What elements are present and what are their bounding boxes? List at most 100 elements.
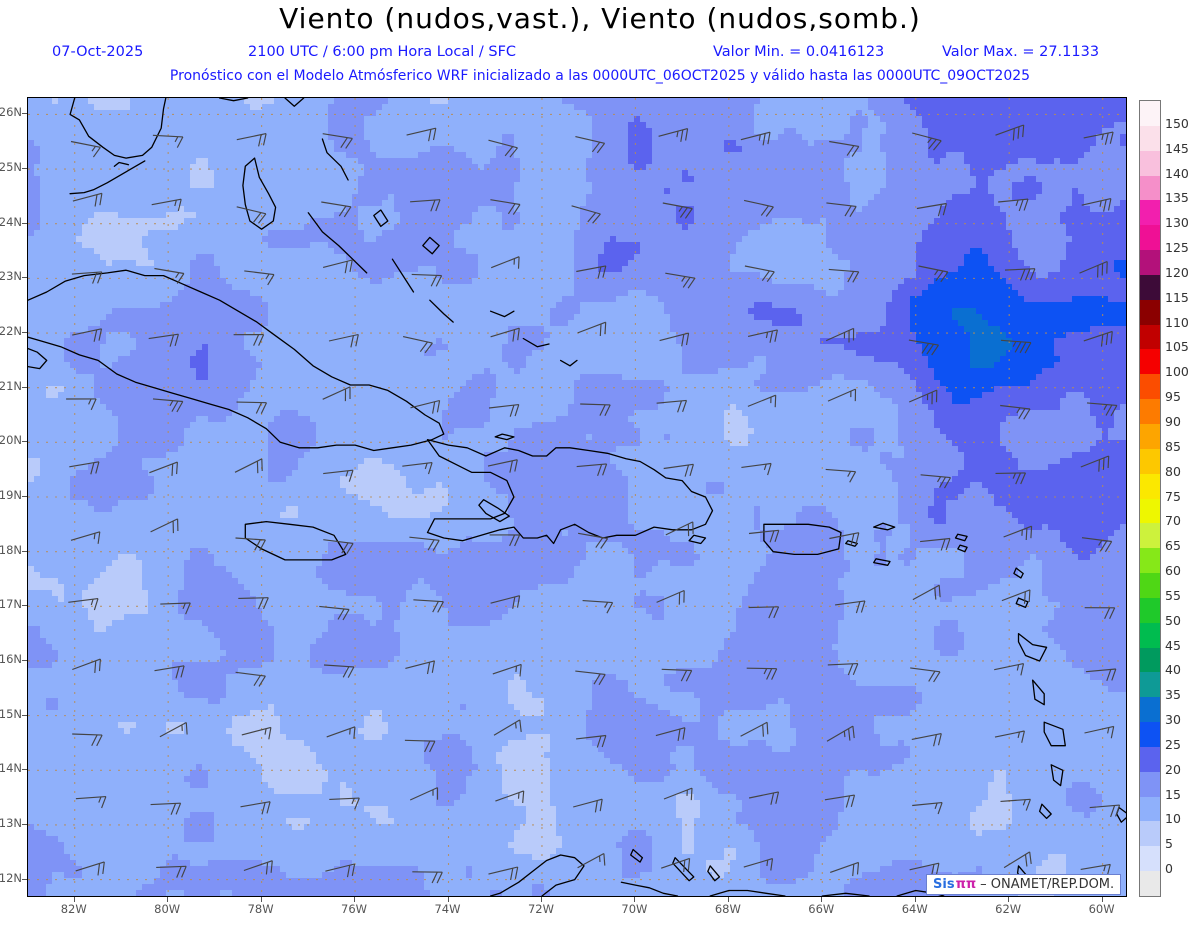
shaded-cell <box>850 674 1091 681</box>
shaded-cell <box>586 158 629 165</box>
shaded-cell <box>844 134 863 141</box>
shaded-cell <box>988 584 1043 591</box>
shaded-cell <box>232 284 575 291</box>
shaded-cell <box>838 818 971 825</box>
shaded-cell <box>670 536 761 543</box>
wind-barb <box>488 139 518 158</box>
shaded-cell <box>592 680 629 687</box>
shaded-cell <box>376 152 419 159</box>
colorbar-tick-label: 130 <box>1165 215 1189 231</box>
wind-barb <box>488 866 519 881</box>
shaded-cell <box>520 218 581 225</box>
coastline <box>522 337 550 348</box>
shaded-cell <box>208 782 269 789</box>
shaded-cell <box>670 326 881 333</box>
shaded-cell <box>598 254 635 261</box>
shaded-cell <box>1036 194 1073 201</box>
shaded-cell <box>928 152 947 159</box>
shaded-cell <box>1006 446 1091 453</box>
coastline <box>620 881 679 896</box>
shaded-cell <box>28 218 41 225</box>
shaded-cell <box>592 134 629 141</box>
shaded-cell <box>1084 392 1126 399</box>
shaded-cell <box>946 512 1013 519</box>
coastline <box>709 889 786 896</box>
shaded-cell <box>628 770 671 777</box>
shaded-cell <box>382 710 521 717</box>
shaded-cell <box>682 350 857 357</box>
shaded-cell <box>880 452 893 459</box>
colorbar-tick-label: 25 <box>1165 736 1181 752</box>
wind-barb <box>236 206 267 224</box>
shaded-cell <box>466 740 509 747</box>
shaded-cell <box>28 596 59 603</box>
shaded-cell <box>664 596 743 603</box>
shaded-cell <box>766 542 845 549</box>
shaded-cell <box>382 278 443 285</box>
shaded-cell <box>100 572 143 579</box>
shaded-cell <box>268 302 557 309</box>
shaded-cell <box>130 98 245 105</box>
shaded-cell <box>922 116 1126 123</box>
wind-barb <box>826 202 857 218</box>
colorbar[interactable] <box>1139 100 1161 897</box>
shaded-cell <box>964 326 1001 333</box>
shaded-cell <box>844 158 887 165</box>
shaded-cell <box>886 554 899 561</box>
shaded-cell <box>316 428 443 435</box>
shaded-cell <box>442 596 521 603</box>
shaded-cell <box>718 728 797 735</box>
forecast-date: 07-Oct-2025 <box>52 44 144 60</box>
shaded-cell <box>604 752 671 759</box>
shaded-cell <box>268 434 317 441</box>
shaded-cell <box>286 818 311 825</box>
shaded-cell <box>892 764 1126 771</box>
shaded-cell <box>328 542 425 549</box>
shaded-cell <box>340 476 407 483</box>
shaded-cell <box>1018 566 1043 573</box>
shaded-cell <box>412 584 431 591</box>
latitude-tick <box>22 605 27 607</box>
shaded-cell <box>208 356 257 363</box>
latitude-tick <box>22 332 27 334</box>
shaded-cell <box>586 170 683 177</box>
shaded-cell <box>1060 602 1126 609</box>
shaded-cell <box>838 584 935 591</box>
shaded-cell <box>28 488 71 495</box>
shaded-cell <box>388 98 431 105</box>
wind-barb <box>580 403 611 417</box>
shaded-cell <box>676 800 701 807</box>
shaded-cell <box>358 728 389 735</box>
weather-map[interactable] <box>27 97 1127 897</box>
shaded-cell <box>628 134 653 141</box>
shaded-cell <box>394 464 485 471</box>
wind-barb <box>1003 851 1032 869</box>
shaded-cell <box>46 830 185 837</box>
shaded-cell <box>28 188 41 195</box>
shaded-cell <box>844 572 965 579</box>
wind-barb <box>148 333 179 347</box>
shaded-cell <box>580 374 623 381</box>
shaded-cell <box>664 302 755 309</box>
shaded-cell <box>772 548 845 555</box>
shaded-cell <box>964 488 989 495</box>
shaded-cell <box>394 272 437 279</box>
shaded-cell <box>922 698 1126 705</box>
colorbar-swatch <box>1140 697 1160 723</box>
shaded-cell <box>880 134 929 141</box>
shaded-cell <box>364 230 383 237</box>
shaded-cell <box>862 206 941 213</box>
shaded-cell <box>88 218 185 225</box>
shaded-cell <box>736 620 839 627</box>
shaded-cell <box>844 170 887 177</box>
shaded-cell <box>940 650 959 657</box>
shaded-cell <box>1120 200 1126 207</box>
shaded-cell <box>520 710 545 717</box>
wind-barb <box>995 124 1025 141</box>
shaded-cell <box>154 476 269 483</box>
shaded-cell <box>1000 356 1061 363</box>
longitude-tick <box>540 897 542 902</box>
shaded-cell <box>910 302 1126 309</box>
shaded-cell <box>250 380 467 387</box>
shaded-cell <box>472 278 575 285</box>
